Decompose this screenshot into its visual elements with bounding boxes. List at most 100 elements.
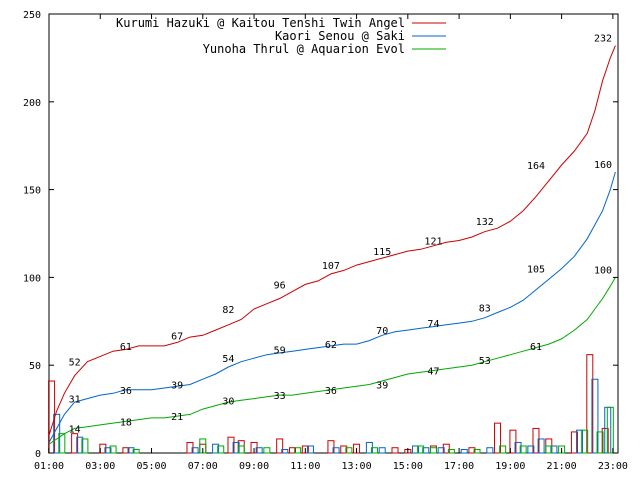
x-tick-label: 23:00 [598,461,628,472]
hourly-bar [327,440,335,454]
hourly-bar [76,436,84,454]
hourly-bar [545,445,553,454]
hourly-bar [576,429,584,454]
data-label: 67 [171,331,183,342]
series-line [48,171,616,443]
hourly-bar [391,447,399,454]
x-tick-label: 09:00 [239,461,269,472]
data-label: 105 [527,265,545,276]
hourly-bar [281,448,289,454]
data-label: 39 [376,381,388,392]
hourly-bar [412,445,420,454]
x-tick-label: 07:00 [188,461,218,472]
hourly-bar [378,447,386,454]
cumulative-lines [48,45,616,445]
legend-label: Kurumi Hazuki @ Kaitou Tenshi Twin Angel [116,16,405,30]
hourly-bar [263,447,271,454]
data-label: 82 [222,305,234,316]
hourly-bar [132,448,140,454]
data-label: 52 [69,358,81,369]
hourly-bar [494,422,502,454]
series-line [48,45,616,436]
data-label: 47 [427,366,439,377]
hourly-bar [437,447,445,454]
data-label: 83 [479,303,491,314]
x-tick-label: 17:00 [444,461,474,472]
data-label: 18 [120,417,132,428]
data-label: 39 [171,381,183,392]
hourly-bar [447,448,455,454]
y-tick-label: 150 [23,186,41,197]
hourly-bar [81,438,89,454]
data-label: 164 [527,161,545,172]
hourly-bar [537,438,545,454]
hourly-bar [109,445,117,454]
hourly-bar [519,445,527,454]
hourly-bar [499,445,507,454]
y-tick-label: 50 [29,361,41,372]
hourly-bar [191,447,199,454]
data-label: 31 [69,395,81,406]
hourly-bar [217,445,225,454]
legend-label: Kaori Senou @ Saki [275,29,405,43]
x-tick-label: 15:00 [393,461,423,472]
hourly-bar [306,445,314,454]
hourly-bar [596,431,604,454]
hourly-bar [606,406,614,454]
x-tick-label: 13:00 [342,461,372,472]
y-tick-label: 0 [35,449,41,460]
hourly-bar [591,378,599,454]
hourly-bar [371,447,379,454]
hourly-bar [345,447,353,454]
legend-label: Yunoha Thrul @ Aquarion Evol [203,42,405,56]
y-axis: 0 50 100 150 200 250 [23,10,618,460]
hourly-bar [514,441,522,454]
data-label: 21 [171,412,183,423]
hourly-bar [237,445,245,454]
hourly-bar [122,447,130,454]
x-tick-label: 21:00 [547,461,577,472]
hourly-bar [442,443,450,454]
hourly-bar [422,447,430,454]
hourly-bar [550,445,558,454]
data-label: 33 [274,391,286,402]
x-tick-label: 03:00 [85,461,115,472]
hourly-bar [586,354,594,454]
hourly-bar [288,447,296,454]
point-labels: 52 61 67 82 96 107 115 121 132 164 232 31 36 39 54 59 62… [69,34,612,436]
data-label: 14 [69,424,81,435]
y-tick-label: 100 [23,273,41,284]
hourly-bar [509,429,517,454]
data-label: 100 [594,265,612,276]
x-tick-label: 19:00 [495,461,525,472]
x-tick-label: 05:00 [136,461,166,472]
data-label: 62 [325,340,337,351]
data-label: 96 [274,280,286,291]
hourly-bar [71,433,79,454]
data-label: 61 [530,342,542,353]
hourly-bar [294,447,302,454]
data-label: 232 [594,34,612,45]
data-label: 107 [322,261,340,272]
data-label: 121 [424,237,442,248]
data-label: 61 [120,342,132,353]
legend: Kurumi Hazuki @ Kaitou Tenshi Twin Angel… [116,16,446,56]
data-label: 132 [476,217,494,228]
hourly-bar [340,445,348,454]
hourly-bar [276,438,284,454]
series-line [48,277,616,445]
hourly-bar [581,429,589,454]
data-label: 30 [222,396,234,407]
y-tick-label: 250 [23,10,41,21]
data-label: 70 [376,326,388,337]
hourly-bar [104,447,112,454]
hourly-bar [473,448,481,454]
data-label: 36 [325,386,337,397]
hourly-bar [255,447,263,454]
data-label: 74 [427,319,439,330]
hourly-bar [212,443,220,454]
x-tick-label: 01:00 [34,461,64,472]
data-label: 160 [594,160,612,171]
hourly-bar [127,447,135,454]
